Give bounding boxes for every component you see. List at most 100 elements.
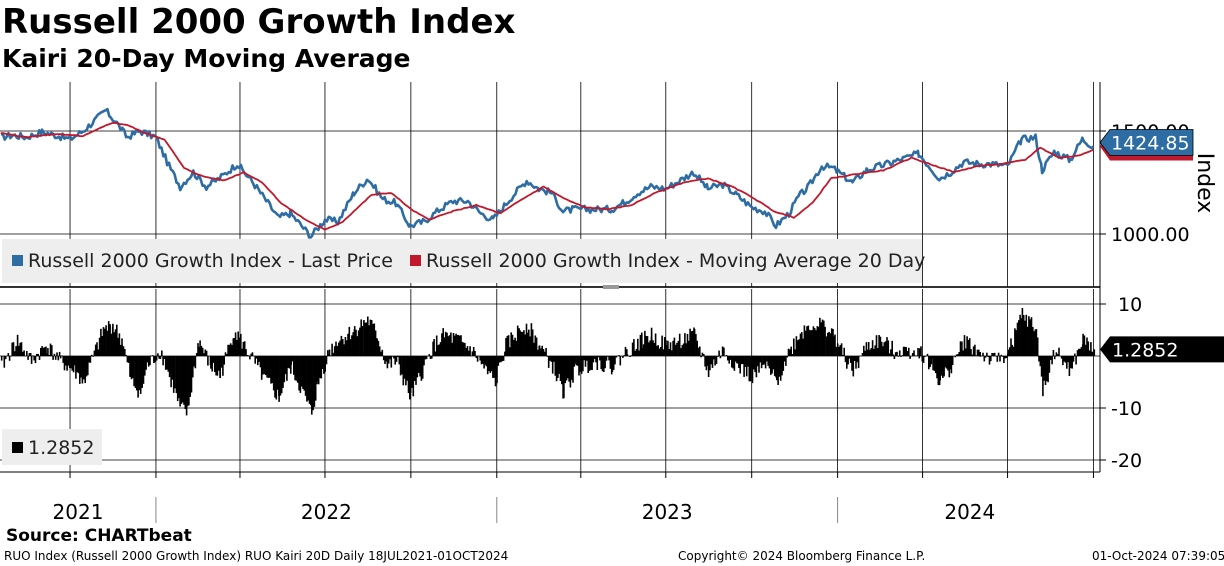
kairi-bar-806 bbox=[1008, 347, 1011, 356]
kairi-bar-646 bbox=[806, 326, 808, 356]
kairi-bar-367 bbox=[455, 333, 457, 356]
kairi-bar-374 bbox=[464, 343, 466, 356]
kairi-bar-313 bbox=[387, 356, 390, 364]
kairi-bar-607 bbox=[756, 356, 759, 367]
kairi-bar-738 bbox=[924, 356, 926, 357]
kairi-bar-874 bbox=[1093, 349, 1096, 356]
kairi-bar-73 bbox=[92, 356, 94, 357]
kairi-bar-77 bbox=[97, 349, 100, 356]
kairi-bar-189 bbox=[234, 332, 237, 356]
kairi-bar-0 bbox=[0, 356, 3, 361]
kairi-bar-850 bbox=[1064, 356, 1067, 363]
kairi-bar-396 bbox=[492, 356, 494, 378]
kairi-bar-37 bbox=[47, 348, 49, 356]
kairi-bar-52 bbox=[66, 356, 68, 371]
kairi-bar-857 bbox=[1072, 356, 1075, 362]
kairi-bar-150 bbox=[186, 356, 189, 407]
kairi-bar-563 bbox=[701, 352, 704, 356]
kairi-bar-755 bbox=[944, 356, 947, 368]
kairi-bar-760 bbox=[950, 356, 953, 374]
kairi-bar-365 bbox=[452, 333, 455, 356]
kairi-bar-532 bbox=[662, 349, 665, 356]
kairi-bar-521 bbox=[649, 340, 651, 356]
kairi-bar-446 bbox=[554, 356, 557, 376]
kairi-bar-153 bbox=[190, 356, 193, 393]
kairi-bar-479 bbox=[596, 356, 599, 370]
kairi-bar-438 bbox=[544, 351, 546, 356]
kairi-bar-333 bbox=[412, 356, 415, 397]
kairi-bar-413 bbox=[513, 339, 515, 356]
kairi-bar-89 bbox=[112, 323, 114, 356]
kairi-bar-691 bbox=[864, 350, 866, 356]
kairi-bar-744 bbox=[931, 356, 933, 359]
kairi-bar-480 bbox=[597, 356, 600, 358]
kairi-bar-132 bbox=[164, 356, 167, 370]
kairi-bar-441 bbox=[547, 356, 550, 368]
kairi-bar-235 bbox=[291, 356, 294, 362]
kairi-bar-140 bbox=[174, 356, 176, 389]
kairi-bar-329 bbox=[407, 356, 410, 394]
kairi-bar-204 bbox=[254, 356, 256, 364]
kairi-bar-163 bbox=[203, 353, 205, 356]
kairi-bar-545 bbox=[678, 333, 681, 356]
kairi-bar-423 bbox=[525, 323, 528, 356]
kairi-bar-595 bbox=[742, 356, 744, 364]
kairi-bar-752 bbox=[940, 356, 943, 376]
kairi-bar-276 bbox=[342, 339, 344, 356]
kairi-bar-741 bbox=[928, 356, 930, 370]
kairi-bar-835 bbox=[1046, 356, 1048, 382]
kairi-bar-202 bbox=[251, 352, 254, 356]
kairi-bar-731 bbox=[915, 355, 918, 356]
legend-swatch-red bbox=[410, 255, 421, 266]
kairi-bar-354 bbox=[438, 344, 441, 356]
kairi-bar-771 bbox=[965, 348, 967, 356]
kairi-bar-213 bbox=[265, 356, 267, 376]
kairi-bar-220 bbox=[274, 356, 276, 398]
kairi-bar-309 bbox=[382, 356, 385, 361]
kairi-bar-182 bbox=[226, 354, 228, 356]
kairi-bar-25 bbox=[32, 355, 34, 356]
kairi-bar-283 bbox=[351, 335, 353, 356]
kairi-bar-294 bbox=[364, 322, 366, 356]
kairi-bar-794 bbox=[993, 352, 996, 356]
kairi-bar-315 bbox=[390, 356, 393, 368]
price-value-tag bbox=[1099, 129, 1194, 156]
kairi-bar-555 bbox=[691, 330, 694, 356]
kairi-bar-419 bbox=[520, 331, 523, 356]
kairi-bar-393 bbox=[488, 356, 490, 371]
kairi-bar-670 bbox=[836, 343, 839, 356]
kairi-bar-429 bbox=[533, 342, 535, 356]
kairi-bar-754 bbox=[943, 356, 945, 377]
kairi-bar-726 bbox=[909, 356, 911, 359]
chart-title: Russell 2000 Growth Index bbox=[2, 2, 516, 42]
kairi-bar-133 bbox=[166, 356, 168, 370]
kairi-bar-730 bbox=[914, 355, 917, 356]
kairi-bar-456 bbox=[567, 356, 569, 379]
kairi-bar-724 bbox=[906, 351, 909, 356]
kairi-bar-430 bbox=[534, 335, 537, 356]
kairi-bar-843 bbox=[1055, 352, 1058, 356]
kairi-bar-551 bbox=[686, 333, 689, 356]
kairi-bar-227 bbox=[282, 356, 284, 388]
kairi-bar-720 bbox=[901, 355, 904, 356]
kairi-bar-108 bbox=[134, 356, 137, 388]
kairi-bar-524 bbox=[652, 340, 654, 356]
kairi-bar-156 bbox=[194, 356, 197, 369]
kairi-bar-829 bbox=[1038, 356, 1040, 362]
kairi-bar-537 bbox=[668, 349, 670, 356]
kairi-bar-109 bbox=[136, 356, 138, 391]
kairi-bar-546 bbox=[680, 348, 682, 356]
kairi-bar-507 bbox=[631, 342, 634, 356]
kairi-bar-26 bbox=[33, 356, 35, 361]
kairi-bar-809 bbox=[1012, 346, 1015, 356]
kairi-bar-79 bbox=[100, 328, 102, 356]
kairi-bar-674 bbox=[842, 355, 844, 356]
kairi-bar-808 bbox=[1011, 344, 1014, 356]
kairi-bar-538 bbox=[669, 342, 672, 356]
kairi-bar-513 bbox=[639, 334, 642, 356]
kairi-bar-222 bbox=[276, 356, 279, 390]
kairi-bar-501 bbox=[624, 346, 627, 356]
kairi-bar-412 bbox=[511, 334, 514, 356]
kairi-bar-245 bbox=[304, 356, 307, 396]
kairi-bar-856 bbox=[1071, 356, 1073, 369]
